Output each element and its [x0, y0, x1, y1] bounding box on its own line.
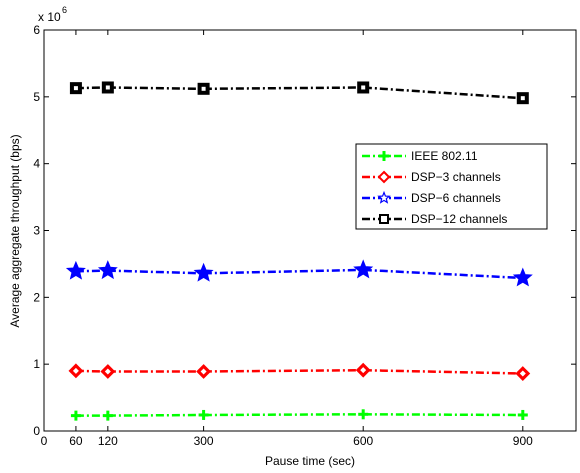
star-marker	[97, 260, 118, 280]
plus-marker	[517, 409, 528, 420]
y-tick-label: 0	[33, 424, 40, 438]
axis-ticks: 0 60 120 300 600 900 0 1 2 3 4 5 6	[33, 23, 576, 448]
series-line	[75, 268, 523, 280]
diamond-marker-center	[360, 367, 367, 374]
plus-marker	[358, 409, 369, 420]
diamond-marker-center	[200, 368, 207, 375]
y-multiplier: x 10	[38, 10, 61, 24]
diamond-marker-center	[72, 367, 79, 374]
square-marker-center	[73, 86, 78, 91]
x-tick-label: 900	[513, 434, 533, 448]
series-4	[69, 81, 529, 105]
star-marker	[377, 190, 391, 204]
x-tick-label: 0	[41, 434, 48, 448]
series-3	[65, 259, 533, 287]
plot-area	[43, 29, 577, 432]
plus-marker	[198, 409, 209, 420]
series-line	[75, 413, 523, 417]
legend-label: DSP−12 channels	[411, 212, 507, 226]
y-axis-label: Average aggregate throughput (bps)	[8, 134, 22, 327]
square-marker-center	[105, 85, 110, 90]
legend-label: IEEE 802.11	[411, 149, 478, 163]
diamond-marker	[377, 170, 391, 184]
legend-item: DSP−12 channels	[362, 212, 507, 226]
y-tick-label: 3	[33, 224, 40, 238]
star-marker	[353, 259, 374, 279]
legend-label: DSP−3 channels	[411, 170, 501, 184]
diamond-marker-center	[104, 368, 111, 375]
legend-item: DSP−6 channels	[362, 190, 501, 205]
y-multiplier-exponent: 6	[62, 5, 67, 15]
x-tick-label: 600	[353, 434, 373, 448]
series-line	[75, 86, 523, 100]
star-marker	[512, 267, 533, 287]
y-tick-label: 6	[33, 23, 40, 37]
series-1	[70, 409, 528, 421]
square-marker-center	[520, 96, 525, 101]
legend-item: IEEE 802.11	[362, 149, 478, 163]
legend-item: DSP−3 channels	[362, 170, 501, 184]
plus-marker	[70, 410, 81, 421]
legend-items: IEEE 802.11 DSP−3 channels DSP−6 channels D…	[362, 149, 507, 226]
star-marker	[193, 262, 214, 282]
y-tick-label: 2	[33, 290, 40, 304]
square-marker-center	[201, 86, 206, 91]
star-marker	[65, 260, 86, 280]
y-tick-label: 4	[33, 157, 40, 171]
plus-marker	[102, 410, 113, 421]
legend: IEEE 802.11 DSP−3 channels DSP−6 channels D…	[355, 143, 548, 230]
plus-marker	[379, 151, 389, 161]
x-tick-label: 120	[98, 434, 118, 448]
x-tick-label: 300	[194, 434, 214, 448]
data-series	[65, 81, 533, 421]
square-marker-center	[361, 85, 366, 90]
legend-label: DSP−6 channels	[411, 191, 501, 205]
series-2	[68, 362, 531, 381]
square-marker-center	[382, 217, 386, 221]
x-tick-label: 60	[69, 434, 83, 448]
x-axis-label: Pause time (sec)	[265, 454, 355, 468]
y-tick-label: 1	[33, 357, 40, 371]
series-line	[75, 368, 523, 375]
y-tick-label: 5	[33, 90, 40, 104]
diamond-marker-center	[519, 370, 526, 377]
